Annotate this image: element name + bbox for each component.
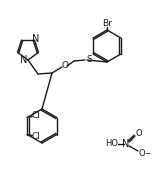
Text: O: O: [61, 62, 68, 71]
Text: N: N: [20, 55, 28, 65]
Text: −: −: [144, 149, 150, 158]
Text: N: N: [32, 34, 39, 44]
Text: N: N: [122, 139, 130, 149]
Text: HO: HO: [105, 139, 119, 149]
Text: O: O: [136, 129, 142, 139]
Text: +: +: [127, 137, 133, 142]
Text: Br: Br: [102, 20, 112, 28]
Text: O: O: [139, 149, 145, 158]
Text: S: S: [86, 55, 92, 64]
Text: Cl: Cl: [32, 132, 41, 141]
Text: Cl: Cl: [32, 111, 41, 120]
